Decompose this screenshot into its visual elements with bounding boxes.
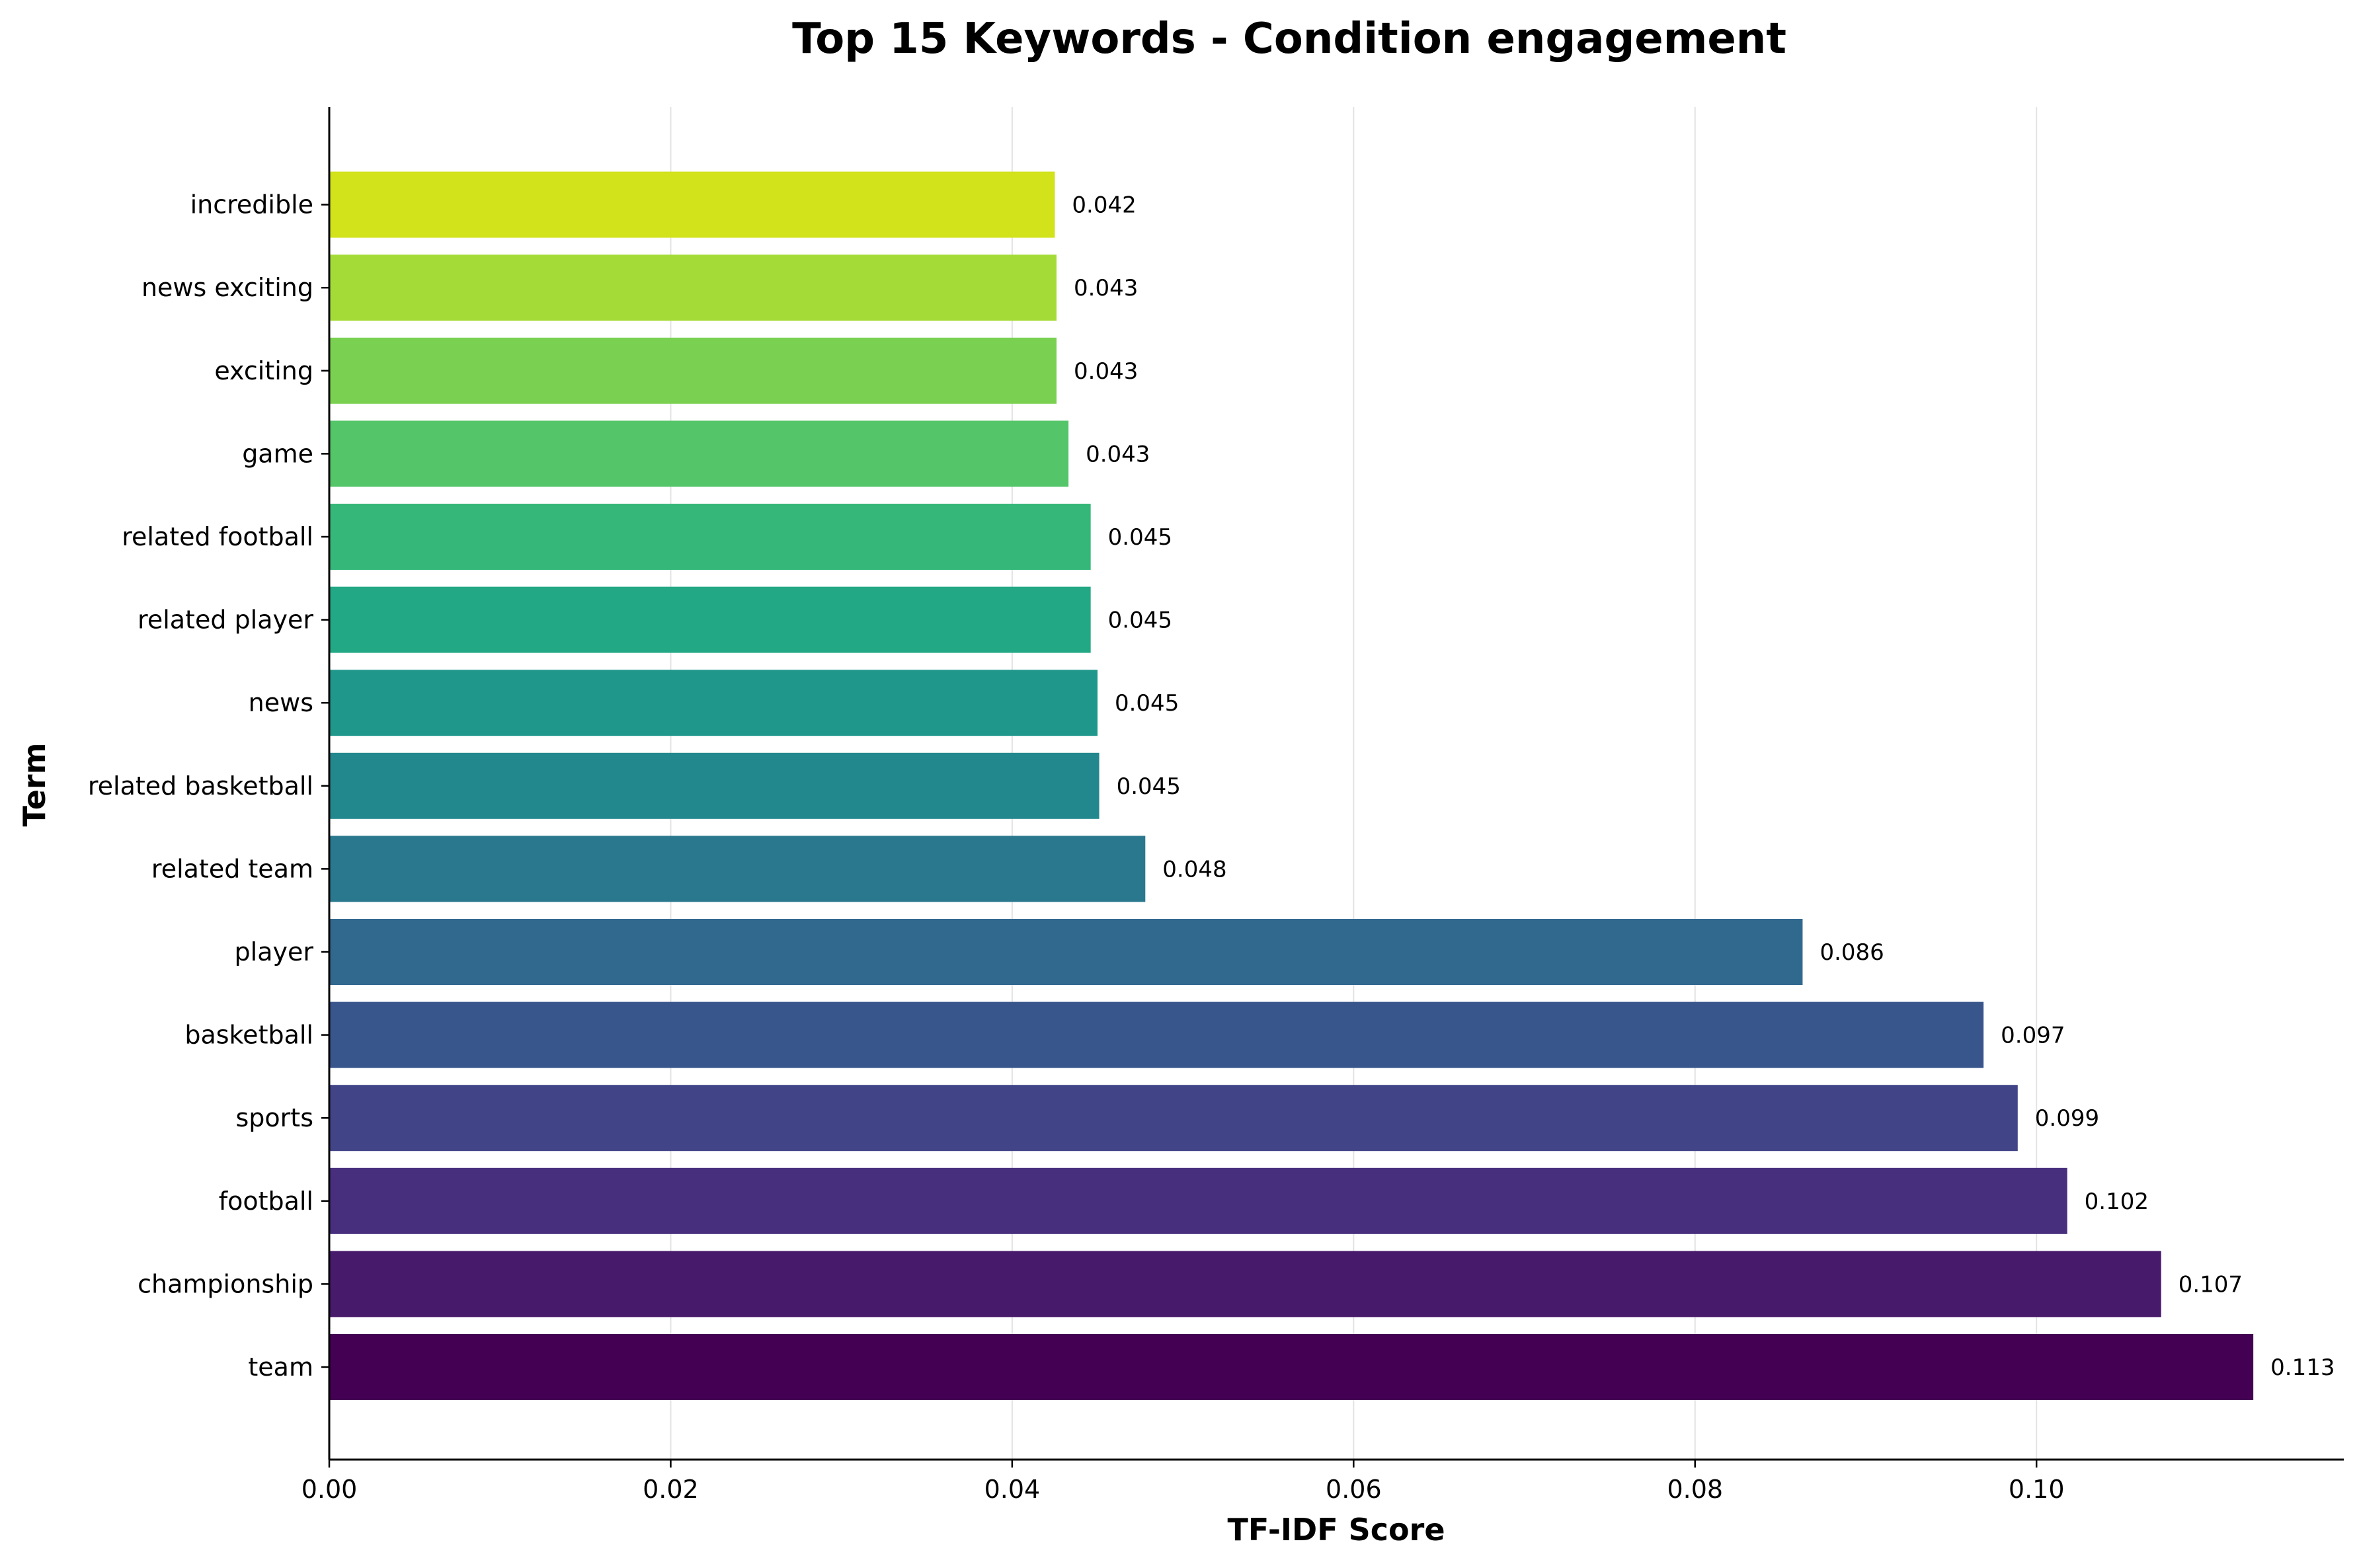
value-label: 0.042 bbox=[1072, 192, 1136, 219]
bar bbox=[329, 919, 1803, 985]
y-tick-label: news exciting bbox=[141, 273, 313, 302]
y-tick-label: football bbox=[219, 1187, 313, 1216]
x-tick-label: 0.06 bbox=[1326, 1475, 1382, 1504]
y-tick-label: exciting bbox=[214, 356, 313, 385]
y-tick-label: related football bbox=[122, 522, 313, 551]
x-tick-label: 0.00 bbox=[301, 1475, 358, 1504]
x-axis-label: TF-IDF Score bbox=[1227, 1512, 1445, 1548]
bar bbox=[329, 670, 1098, 736]
bar bbox=[329, 504, 1091, 570]
value-label: 0.048 bbox=[1162, 856, 1226, 882]
y-tick-label: championship bbox=[138, 1269, 313, 1298]
bar bbox=[329, 420, 1069, 487]
value-label: 0.099 bbox=[2035, 1105, 2099, 1132]
y-tick-label: basketball bbox=[184, 1021, 313, 1050]
value-label: 0.086 bbox=[1819, 939, 1884, 966]
value-label: 0.043 bbox=[1074, 358, 1138, 385]
bar bbox=[329, 1167, 2067, 1234]
bar bbox=[329, 1334, 2254, 1400]
value-label: 0.102 bbox=[2085, 1189, 2149, 1215]
value-label: 0.045 bbox=[1117, 773, 1181, 800]
value-labels: 0.113 0.107 0.102 0.099 0.097 0.086 0.048 0.045… bbox=[1072, 192, 2335, 1381]
y-axis-ticks: team championship football sports basketball… bbox=[88, 190, 329, 1382]
value-label: 0.107 bbox=[2179, 1271, 2243, 1298]
value-label: 0.045 bbox=[1115, 690, 1179, 717]
value-label: 0.043 bbox=[1086, 441, 1150, 467]
y-axis-label: Term bbox=[17, 742, 52, 826]
value-label: 0.045 bbox=[1108, 524, 1172, 551]
y-tick-label: related basketball bbox=[88, 771, 313, 801]
x-tick-label: 0.08 bbox=[1667, 1475, 1723, 1504]
chart-title: Top 15 Keywords - Condition engagement bbox=[792, 15, 1786, 63]
x-tick-label: 0.02 bbox=[643, 1475, 699, 1504]
y-tick-label: related team bbox=[151, 854, 313, 883]
bar bbox=[329, 836, 1146, 902]
value-label: 0.043 bbox=[1074, 275, 1138, 301]
bar bbox=[329, 586, 1091, 653]
y-tick-label: incredible bbox=[190, 190, 313, 219]
y-tick-label: news bbox=[249, 688, 313, 717]
bar bbox=[329, 171, 1055, 238]
bar bbox=[329, 1085, 2018, 1152]
bar bbox=[329, 1001, 1984, 1068]
y-tick-label: player bbox=[235, 937, 314, 966]
y-tick-label: sports bbox=[236, 1103, 314, 1132]
x-axis-ticks: 0.00 0.02 0.04 0.06 0.08 0.10 bbox=[301, 1460, 2065, 1504]
bar bbox=[329, 1251, 2161, 1317]
x-tick-label: 0.10 bbox=[2009, 1475, 2065, 1504]
y-tick-label: game bbox=[242, 439, 313, 468]
x-tick-label: 0.04 bbox=[984, 1475, 1041, 1504]
value-label: 0.113 bbox=[2270, 1354, 2335, 1381]
y-tick-label: team bbox=[248, 1352, 313, 1382]
bar bbox=[329, 752, 1100, 819]
y-tick-label: related player bbox=[138, 606, 313, 635]
bar bbox=[329, 337, 1057, 404]
value-label: 0.097 bbox=[2001, 1023, 2065, 1049]
value-label: 0.045 bbox=[1108, 608, 1172, 634]
bar bbox=[329, 255, 1057, 321]
bars bbox=[329, 171, 2254, 1400]
